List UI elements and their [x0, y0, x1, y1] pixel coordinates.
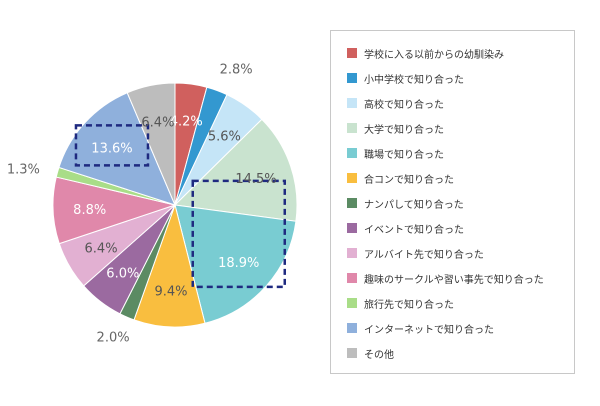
slice-value-label: 5.6%	[208, 129, 241, 144]
slice-value-label: 6.4%	[85, 242, 118, 257]
highlight-boxes	[74, 124, 287, 289]
slice-value-label: 6.4%	[141, 115, 174, 130]
legend-item: 職場で知り合った	[347, 145, 444, 161]
legend-swatch	[347, 98, 357, 108]
legend-item: インターネットで知り合った	[347, 320, 494, 336]
legend-swatch	[347, 248, 357, 258]
slice-value-label: 18.9%	[218, 256, 259, 271]
pie-slice	[173, 118, 298, 222]
legend-item: 高校で知り合った	[347, 95, 444, 111]
legend-item: ナンパして知り合った	[347, 195, 464, 211]
legend-item: 合コンで知り合った	[347, 170, 454, 186]
legend-item: 趣味のサークルや習い事先で知り合った	[347, 270, 544, 286]
slice-value-label: 1.3%	[7, 162, 40, 177]
legend-item: その他	[347, 345, 394, 361]
legend-item: 小中学校で知り合った	[347, 70, 464, 86]
legend-label: 大学で知り合った	[364, 124, 444, 136]
highlight-box	[74, 124, 150, 167]
legend-swatch	[347, 123, 357, 133]
legend-swatch	[347, 148, 357, 158]
slice-value-label: 8.8%	[73, 203, 106, 218]
slice-value-label: 9.4%	[154, 284, 187, 299]
slice-value-label: 14.5%	[235, 172, 276, 187]
legend-label: 小中学校で知り合った	[364, 74, 464, 86]
legend-swatch	[347, 73, 357, 83]
legend-label: イベントで知り合った	[364, 224, 464, 236]
highlight-box	[191, 179, 287, 289]
legend-label: 合コンで知り合った	[364, 174, 454, 186]
legend-item: アルバイト先で知り合った	[347, 245, 484, 261]
legend-item: イベントで知り合った	[347, 220, 464, 236]
slice-value-label: 2.0%	[97, 331, 130, 346]
legend-label: 趣味のサークルや習い事先で知り合った	[364, 274, 544, 286]
legend-swatch	[347, 48, 357, 58]
legend: 学校に入る以前からの幼馴染み 小中学校で知り合った 高校で知り合った 大学で知り合った…	[330, 30, 575, 374]
legend-swatch	[347, 348, 357, 358]
slice-labels: 4.2% 2.8% 5.6% 14.5% 18.9% 9.4% 2.0% 6.0% 6.4% 8.…	[7, 63, 277, 346]
legend-swatch	[347, 323, 357, 333]
legend-label: 旅行先で知り合った	[364, 299, 454, 311]
slice-value-label: 4.2%	[170, 114, 203, 129]
slice-value-label: 2.8%	[220, 63, 253, 78]
legend-swatch	[347, 273, 357, 283]
legend-swatch	[347, 198, 357, 208]
slice-value-label: 13.6%	[91, 141, 132, 156]
pie-slices	[52, 82, 298, 328]
legend-swatch	[347, 298, 357, 308]
legend-item: 旅行先で知り合った	[347, 295, 454, 311]
pie-slice	[126, 82, 176, 206]
legend-label: 職場で知り合った	[364, 149, 444, 161]
legend-swatch	[347, 223, 357, 233]
pie-slice	[174, 204, 297, 324]
legend-item: 大学で知り合った	[347, 120, 444, 136]
pie-slice	[58, 92, 176, 206]
legend-label: ナンパして知り合った	[364, 199, 464, 211]
legend-label: 学校に入る以前からの幼馴染み	[364, 49, 504, 61]
legend-item: 学校に入る以前からの幼馴染み	[347, 45, 504, 61]
slice-value-label: 6.0%	[106, 267, 139, 282]
legend-label: 高校で知り合った	[364, 99, 444, 111]
legend-swatch	[347, 173, 357, 183]
legend-label: インターネットで知り合った	[364, 324, 494, 336]
legend-label: アルバイト先で知り合った	[364, 249, 484, 261]
legend-label: その他	[364, 349, 394, 361]
